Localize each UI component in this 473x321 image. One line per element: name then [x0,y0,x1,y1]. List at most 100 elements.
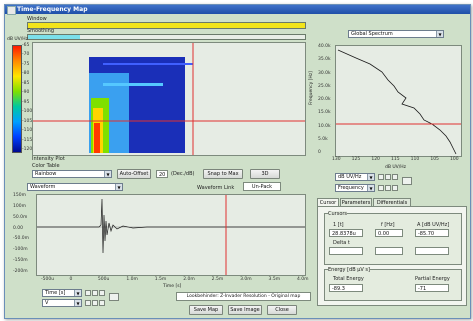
delta-amplitude-field[interactable] [415,247,449,255]
spectrum-y-tick-label: 15.0k [318,110,331,116]
colorbar-tick-label: -110 [22,128,33,134]
colorbar-tick-label: -85 [22,80,30,86]
delta-frequency-field[interactable] [375,247,403,255]
col2-label: f [Hz] [381,222,395,228]
map-streak [103,83,163,86]
spectrum-axis-select[interactable]: Frequency ▼ [335,184,375,192]
range-input[interactable]: 20 [156,170,168,178]
precision-icon[interactable] [92,290,98,296]
spectrum-y-tick-label: 40.0k [318,44,331,49]
format-icon[interactable] [378,174,384,180]
waveform-line [37,198,305,254]
window-label: Window [27,16,47,22]
waveform-x-tick-label: 3.5m [268,277,281,282]
lock-icon[interactable] [99,300,105,306]
col3-label: A [dB UV/Hz] [417,222,450,228]
format-icon[interactable] [85,290,91,296]
waveform-x-tick-label: 1.5m [154,277,167,282]
delta-label: Delta t [333,240,350,246]
snap-to-max-button[interactable]: Snap to Max [203,169,243,179]
spectrum-y-tick-label: 5.0k [318,136,328,142]
intensity-map[interactable] [32,42,306,156]
time-select[interactable]: Time [s] ▼ [42,289,82,297]
window-slider[interactable] [27,22,306,29]
status-text: Lookbehinder: Z-Invader Resolution - Ori… [176,292,311,301]
spectrum-plot[interactable] [335,45,462,157]
app-icon [7,6,16,15]
waveform-y-tick-label: 100m [13,203,26,209]
close-button[interactable]: Close [267,305,297,315]
colorbar-tick-label: -90 [22,90,30,96]
spectrum-x-tick-label: 120 [371,157,380,162]
auto-offset-button[interactable]: Auto-Offset [117,169,151,179]
chevron-down-icon: ▼ [74,290,81,296]
waveform-y-tick-label: 150m [13,193,26,198]
energy-group-label: Energy [dB µV s] [328,267,370,273]
chevron-down-icon: ▼ [436,31,443,37]
waveform-link-value[interactable]: Un-Pack [243,182,281,191]
cursor-frequency-field[interactable]: 0.00 [375,229,403,237]
save-image-button[interactable]: Save Image [228,305,262,315]
spectrum-y-label: Frequency [Hz] [309,71,314,105]
color-table-select[interactable]: Rainbow ▼ [32,170,112,178]
cursor-time-field[interactable]: 28.8378u [329,229,363,237]
total-energy-field: -89.3 [329,284,363,292]
save-map-button[interactable]: Save Map [189,305,223,315]
cursor-amplitude-field[interactable]: -85.70 [415,229,449,237]
waveform-x-label: Time [s] [163,284,182,289]
waveform-canvas [37,195,305,275]
lock-icon[interactable] [99,290,105,296]
waveform-plot[interactable] [36,194,306,276]
partial-energy-field: -71 [415,284,449,292]
waveform-link-label: Waveform Link [197,185,235,191]
lock-icon[interactable] [392,174,398,180]
spectrum-line [337,49,457,155]
tab-differentials[interactable]: Differentials [373,198,411,206]
waveform-y-tick-label: -200m [13,269,28,274]
waveform-y-tick-label: -100m [13,247,28,253]
colorbar-tick-label: -120 [22,147,33,152]
precision-icon[interactable] [92,300,98,306]
spectrum-x-tick-label: 125 [351,157,361,162]
delta-field[interactable] [329,247,363,255]
spectrum-x-tick-label: 100 [450,157,459,162]
graph-palette-icon[interactable] [109,293,119,301]
graph-palette-icon[interactable] [402,177,412,185]
chevron-down-icon: ▼ [367,185,374,191]
colorbar-tick-label: -95 [22,99,30,105]
waveform-y-tick-label: 50.0m [13,214,28,220]
colorbar [12,45,22,153]
waveform-y-tick-label: 0.00 [13,225,24,231]
col1-label: 1 [t] [333,222,344,228]
waveform-x-tick-label: 2.5m [211,277,224,282]
tab-cursor[interactable]: Cursor [317,198,339,206]
spectrum-x-tick-label: 110 [410,157,420,162]
tab-parameters[interactable]: Parameters [340,198,372,206]
precision-icon[interactable] [385,174,391,180]
title-bar: Time-Frequency Map [5,5,470,15]
spectrum-y-tick-label: 10.0k [318,123,331,129]
format-icon[interactable] [85,300,91,306]
lock-icon[interactable] [392,185,398,191]
format-icon[interactable] [378,185,384,191]
spectrum-y-tick-label: 0 [318,150,321,155]
spectrum-select[interactable]: Global Spectrum ▼ [348,30,444,38]
spectrum-x-tick-label: 105 [430,157,439,162]
waveform-x-tick-label: 0 [69,277,73,282]
chevron-down-icon: ▼ [104,171,111,177]
colorbar-unit: dB UV/Hz [7,37,29,42]
spectrum-y-tick-label: 35.0k [318,57,331,63]
waveform-y-tick-label: -50.0m [13,236,30,242]
waveform-x-tick-label: 4.0m [297,277,309,282]
spectrum-x-tick-label: 115 [391,157,400,162]
precision-icon[interactable] [385,185,391,191]
spectrum-scale-select[interactable]: dB UV/Hz ▼ [335,173,375,181]
range-unit: (Dec./dB) [171,171,195,177]
smoothing-slider[interactable] [27,34,306,40]
3d-button[interactable]: 3D [250,169,280,179]
units-select[interactable]: V ▼ [42,299,82,307]
spectrum-y-tick-label: 25.0k [318,83,331,89]
waveform-select[interactable]: Waveform ▼ [27,183,123,191]
time-frequency-window: Time-Frequency Map Window Smoothing dB U… [4,4,471,319]
colorbar-tick-label: -65 [22,43,30,48]
